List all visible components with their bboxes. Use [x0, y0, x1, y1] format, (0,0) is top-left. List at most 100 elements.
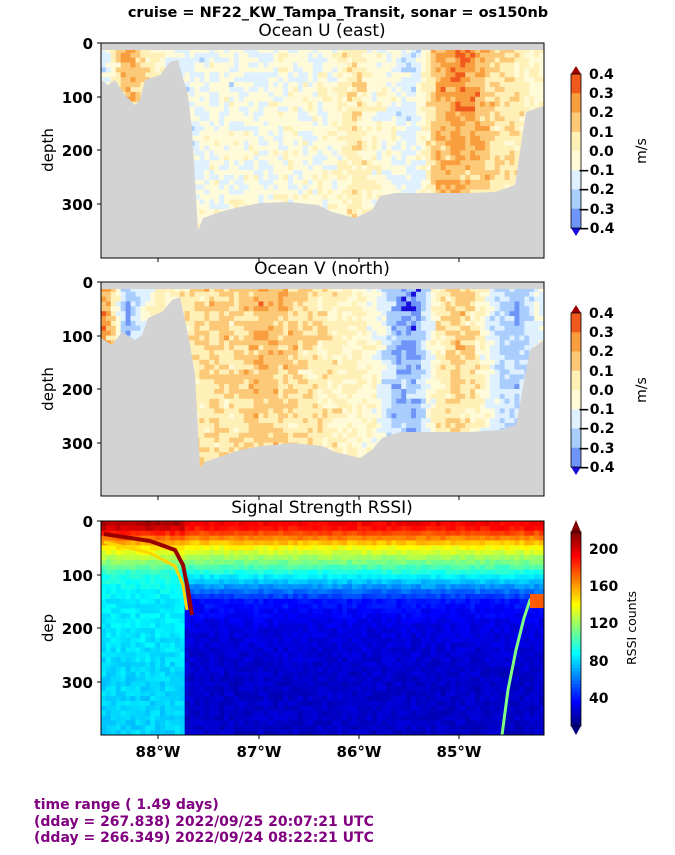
heatmap-cell	[194, 67, 201, 73]
heatmap-cell	[135, 47, 141, 54]
heatmap-cell	[164, 301, 171, 307]
heatmap-cell	[273, 62, 279, 69]
heatmap-cell	[199, 145, 205, 152]
heatmap-cell	[460, 165, 466, 171]
heatmap-cell	[499, 106, 506, 113]
heatmap-cell	[450, 57, 456, 64]
heatmap-cell	[224, 165, 230, 171]
heatmap-cell	[219, 47, 225, 54]
heatmap-cell	[386, 184, 393, 191]
heatmap-cell	[317, 82, 324, 88]
heatmap-cell	[337, 204, 343, 210]
heatmap-cell	[179, 301, 186, 307]
heatmap-cell	[209, 379, 215, 385]
heatmap-cell	[342, 126, 348, 132]
heatmap-cell	[184, 291, 191, 298]
heatmap-cell	[455, 82, 461, 88]
heatmap-cell	[317, 184, 324, 191]
heatmap-cell	[356, 160, 363, 166]
heatmap-cell	[435, 150, 442, 156]
heatmap-cell	[519, 106, 525, 113]
heatmap-cell	[411, 150, 417, 156]
heatmap-cell	[494, 150, 501, 156]
heatmap-cell	[214, 174, 220, 181]
heatmap-cell	[420, 130, 427, 137]
heatmap-cell	[509, 67, 516, 73]
cb-u-tick-7: −0.3	[578, 202, 615, 218]
heatmap-cell	[337, 126, 343, 132]
heatmap-cell	[278, 150, 284, 156]
heatmap-cell	[455, 130, 461, 137]
heatmap-cell	[219, 155, 225, 161]
heatmap-cell	[425, 155, 432, 161]
heatmap-cell	[297, 47, 304, 54]
heatmap-cell	[425, 150, 432, 156]
heatmap-cell	[307, 57, 314, 64]
heatmap-cell	[440, 101, 447, 108]
heatmap-cell	[307, 170, 314, 176]
heatmap-cell	[194, 286, 201, 293]
heatmap-cell	[238, 121, 245, 127]
cb-u-tick-6: −0.2	[578, 182, 615, 198]
heatmap-cell	[386, 135, 393, 142]
heatmap-cell	[312, 150, 319, 156]
heatmap-cell	[440, 140, 447, 147]
heatmap-cell	[539, 72, 544, 78]
heatmap-cell	[204, 427, 210, 434]
heatmap-cell	[347, 126, 353, 132]
heatmap-cell	[302, 135, 309, 142]
heatmap-cell	[224, 57, 230, 64]
heatmap-cell	[214, 52, 220, 59]
heatmap-cell	[199, 174, 205, 181]
heatmap-cell	[435, 121, 442, 127]
heatmap-cell	[155, 306, 161, 312]
heatmap-cell	[273, 47, 279, 54]
heatmap-cell	[194, 199, 201, 205]
heatmap-cell	[145, 311, 151, 317]
heatmap-cell	[317, 199, 324, 205]
heatmap-cell	[322, 47, 329, 54]
panel-u-ytick-0: 0	[83, 35, 93, 53]
heatmap-cell	[342, 135, 348, 142]
heatmap-cell	[125, 325, 132, 332]
heatmap-cell	[455, 189, 461, 196]
heatmap-cell	[376, 106, 383, 113]
heatmap-cell	[391, 86, 397, 93]
heatmap-cell	[199, 374, 205, 380]
heatmap-cell	[233, 52, 240, 59]
heatmap-cell	[228, 47, 235, 54]
heatmap-cell	[332, 189, 338, 196]
heatmap-cell	[356, 130, 363, 137]
heatmap-cell	[209, 67, 215, 73]
heatmap-cell	[322, 184, 329, 191]
heatmap-cell	[480, 62, 486, 69]
heatmap-cell	[268, 62, 274, 69]
heatmap-cell	[273, 126, 279, 132]
heatmap-cell	[327, 101, 333, 108]
heatmap-cell	[425, 72, 432, 78]
heatmap-cell	[416, 189, 422, 196]
heatmap-cell	[292, 77, 299, 83]
heatmap-cell	[135, 82, 141, 88]
heatmap-cell	[480, 72, 486, 78]
cb-u-tick-5: −0.1	[578, 163, 615, 179]
heatmap-cell	[278, 116, 284, 122]
heatmap-cell	[401, 150, 407, 156]
heatmap-cell	[292, 67, 299, 73]
heatmap-cell	[445, 106, 452, 113]
heatmap-cell	[470, 111, 476, 117]
heatmap-cell	[480, 101, 486, 108]
heatmap-cell	[194, 413, 201, 419]
heatmap-cell	[396, 179, 402, 186]
heatmap-cell	[332, 121, 338, 127]
heatmap-cell	[263, 130, 269, 137]
heatmap-cell	[514, 82, 520, 88]
heatmap-cell	[440, 121, 447, 127]
heatmap-cell	[366, 165, 373, 171]
heatmap-cell	[233, 135, 240, 142]
heatmap-cell	[489, 62, 496, 69]
heatmap-cell	[317, 62, 324, 69]
heatmap-cell	[140, 67, 146, 73]
heatmap-cell	[120, 77, 127, 83]
heatmap-cell	[224, 130, 230, 137]
